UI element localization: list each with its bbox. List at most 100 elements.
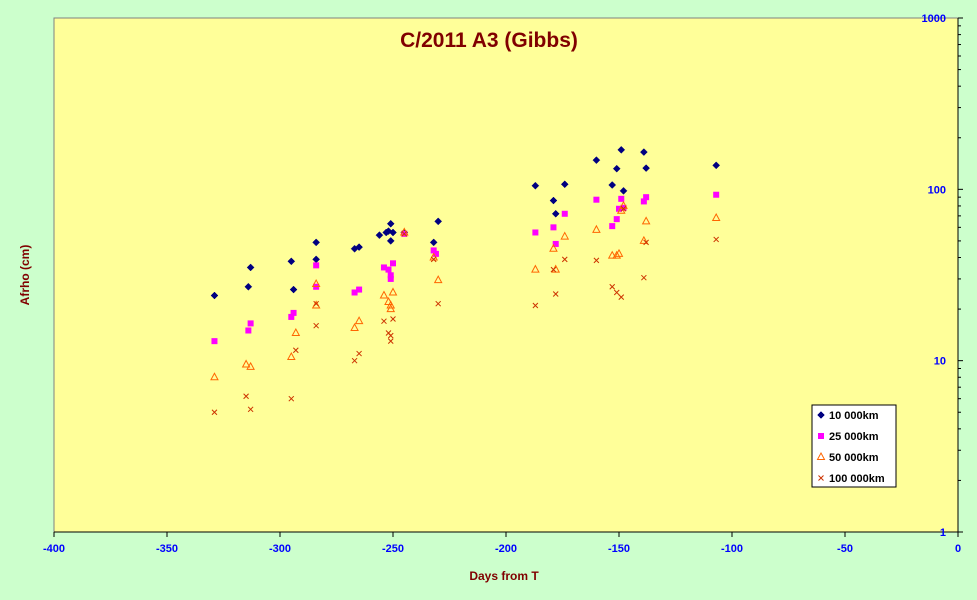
legend-marker: [816, 451, 826, 460]
series-10-000km: [210, 145, 721, 300]
y-axis-title: Afrho (cm): [18, 245, 32, 306]
data-point: [210, 372, 219, 381]
data-point: [561, 210, 568, 217]
data-point: [388, 287, 398, 296]
legend-label: 25 000km: [829, 431, 879, 443]
data-point: [592, 224, 601, 233]
data-point: [311, 300, 321, 309]
series-50-000km: [210, 200, 721, 381]
data-point: [387, 272, 394, 279]
data-point: [612, 164, 621, 173]
data-point: [384, 296, 393, 305]
series-100-000km: [211, 205, 720, 416]
data-point: [560, 180, 569, 189]
legend-label: 100 000km: [829, 473, 885, 485]
data-point: [609, 223, 616, 230]
data-point: [618, 294, 625, 300]
data-point: [355, 243, 363, 251]
data-point: [350, 323, 359, 332]
legend-item: 100 000km: [818, 473, 885, 485]
data-point: [561, 256, 568, 263]
data-point: [640, 148, 648, 156]
data-point: [288, 395, 295, 402]
data-point: [379, 290, 389, 299]
data-point: [552, 240, 559, 247]
data-point: [614, 248, 624, 257]
data-point: [593, 196, 600, 203]
x-axis: -400 -350 -300 -250 -200 -150 -100 -50 0: [43, 531, 961, 555]
data-point: [356, 350, 362, 357]
data-series-group: [210, 145, 721, 416]
data-point: [641, 274, 647, 281]
data-point: [354, 316, 364, 325]
data-point: [549, 243, 558, 252]
x-tick-label: -250: [382, 543, 404, 555]
x-axis-title: Days from T: [469, 569, 539, 583]
x-tick-label: -50: [837, 543, 853, 555]
data-point: [288, 313, 295, 320]
data-point: [313, 262, 320, 269]
data-point: [607, 250, 617, 259]
legend-marker: [818, 475, 824, 481]
data-point: [435, 300, 442, 307]
data-point: [244, 282, 253, 291]
data-point: [552, 291, 559, 297]
data-point: [711, 212, 721, 222]
x-tick-label: -200: [495, 543, 517, 555]
legend-box: [811, 404, 897, 488]
data-point: [643, 194, 650, 201]
y-axis: 1 10 100 1000: [922, 13, 963, 539]
data-point: [532, 229, 539, 236]
data-point: [390, 260, 396, 267]
data-point: [210, 291, 219, 300]
data-point: [243, 393, 249, 400]
data-point: [211, 409, 218, 416]
data-point: [380, 264, 387, 271]
data-point: [381, 318, 387, 325]
y-tick-label: 10: [934, 356, 946, 368]
data-point: [619, 186, 628, 195]
data-point: [609, 283, 616, 290]
data-point: [211, 338, 218, 345]
data-point: [593, 257, 600, 264]
data-point: [351, 289, 358, 296]
data-point: [390, 316, 396, 322]
x-tick-label: -350: [156, 543, 178, 555]
data-point: [401, 230, 408, 237]
legend-marker: [817, 411, 825, 419]
data-point: [386, 300, 396, 309]
data-point: [613, 216, 620, 223]
data-point: [616, 205, 622, 212]
data-point: [356, 286, 363, 293]
data-point: [313, 300, 320, 307]
x-tick-label: 0: [955, 543, 961, 555]
data-point: [550, 266, 557, 273]
data-point: [642, 164, 650, 172]
data-point: [713, 191, 720, 198]
data-point: [551, 209, 560, 218]
data-point: [613, 289, 620, 296]
data-point: [386, 237, 395, 245]
data-point: [312, 238, 321, 247]
y-tick-label: 1000: [922, 13, 946, 25]
data-point: [640, 198, 647, 205]
data-point: [641, 216, 651, 225]
data-point: [286, 351, 296, 361]
data-point: [531, 264, 540, 273]
legend-item: 25 000km: [818, 431, 879, 443]
data-point: [313, 322, 320, 329]
x-tick-label: -400: [43, 543, 65, 555]
data-point: [385, 266, 392, 273]
legend-label: 50 000km: [829, 452, 879, 464]
data-point: [247, 406, 254, 413]
data-point: [643, 239, 649, 246]
data-point: [712, 161, 721, 170]
chart-title: C/2011 A3 (Gibbs): [400, 29, 578, 52]
data-point: [389, 228, 397, 237]
data-point: [387, 332, 394, 339]
data-point: [434, 217, 443, 226]
data-point: [433, 275, 443, 284]
data-point: [618, 195, 625, 202]
data-point: [549, 196, 558, 205]
data-point: [620, 204, 627, 211]
